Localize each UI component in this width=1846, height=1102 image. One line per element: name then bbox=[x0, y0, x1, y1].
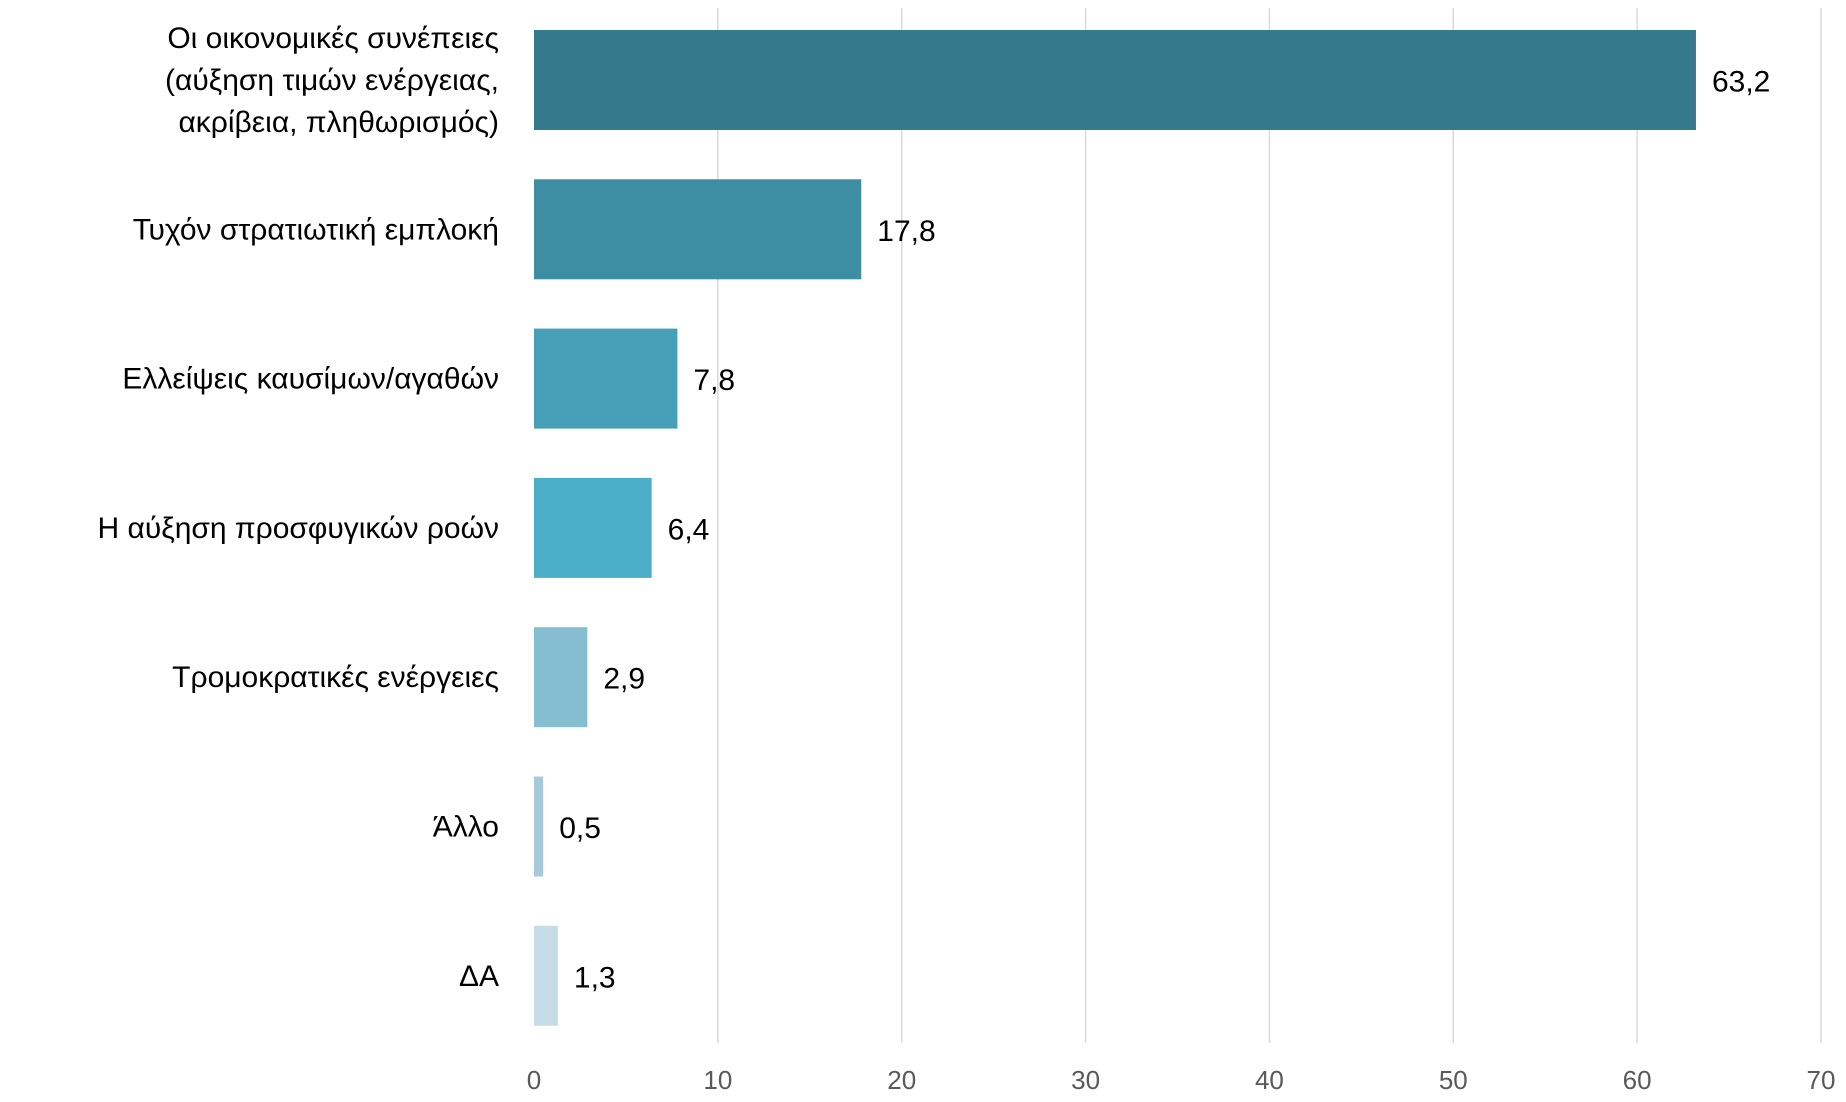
category-label-1: Τυχόν στρατιωτική εμπλοκή bbox=[133, 213, 499, 246]
x-tick-label-60: 60 bbox=[1623, 1065, 1652, 1095]
bar-0 bbox=[534, 30, 1696, 130]
category-label-5: Άλλο bbox=[433, 810, 499, 843]
value-label-5: 0,5 bbox=[559, 812, 601, 845]
x-tick-label-30: 30 bbox=[1071, 1065, 1100, 1095]
category-label-line: Τυχόν στρατιωτική εμπλοκή bbox=[133, 213, 499, 246]
category-label-2: Ελλείψεις καυσίμων/αγαθών bbox=[122, 362, 499, 395]
category-label-line: (αύξηση τιμών ενέργειας, bbox=[165, 64, 499, 97]
bars bbox=[534, 30, 1696, 1026]
x-tick-label-20: 20 bbox=[887, 1065, 916, 1095]
category-label-line: Τρομοκρατικές ενέργειες bbox=[172, 661, 499, 694]
category-label-line: Η αύξηση προσφυγικών ροών bbox=[98, 511, 499, 544]
bar-1 bbox=[534, 179, 862, 280]
category-label-3: Η αύξηση προσφυγικών ροών bbox=[98, 511, 499, 544]
category-label-0: Οι οικονομικές συνέπειες (αύξηση τιμών εν… bbox=[165, 22, 499, 139]
value-label-3: 6,4 bbox=[668, 513, 710, 546]
category-label-line: ΔΑ bbox=[459, 959, 499, 992]
bar-2 bbox=[534, 328, 678, 429]
value-labels: 63,2 17,8 7,8 6,4 2,9 0,5 1,3 bbox=[559, 66, 1770, 995]
value-label-1: 17,8 bbox=[877, 215, 935, 248]
value-label-2: 7,8 bbox=[693, 364, 735, 397]
x-tick-label-50: 50 bbox=[1439, 1065, 1468, 1095]
category-label-6: ΔΑ bbox=[459, 959, 499, 992]
category-label-line: Ελλείψεις καυσίμων/αγαθών bbox=[122, 362, 499, 395]
category-label-4: Τρομοκρατικές ενέργειες bbox=[172, 661, 499, 694]
category-labels: Οι οικονομικές συνέπειες (αύξηση τιμών εν… bbox=[98, 22, 499, 993]
category-label-line: Άλλο bbox=[433, 810, 499, 843]
bar-4 bbox=[534, 627, 588, 728]
x-tick-label-0: 0 bbox=[527, 1065, 541, 1095]
value-label-4: 2,9 bbox=[603, 663, 645, 696]
x-tick-label-10: 10 bbox=[703, 1065, 732, 1095]
bar-3 bbox=[534, 477, 652, 578]
bar-6 bbox=[534, 925, 558, 1026]
category-label-line: Οι οικονομικές συνέπειες bbox=[167, 22, 499, 55]
value-label-0: 63,2 bbox=[1712, 66, 1770, 99]
value-label-6: 1,3 bbox=[574, 961, 616, 994]
x-axis-ticks: 0 10 20 30 40 50 60 70 bbox=[527, 1065, 1836, 1095]
x-tick-label-40: 40 bbox=[1255, 1065, 1284, 1095]
gridlines bbox=[717, 8, 1822, 1043]
category-label-line: ακρίβεια, πληθωρισμός) bbox=[178, 106, 499, 139]
x-tick-label-70: 70 bbox=[1807, 1065, 1836, 1095]
bar-5 bbox=[534, 776, 544, 877]
